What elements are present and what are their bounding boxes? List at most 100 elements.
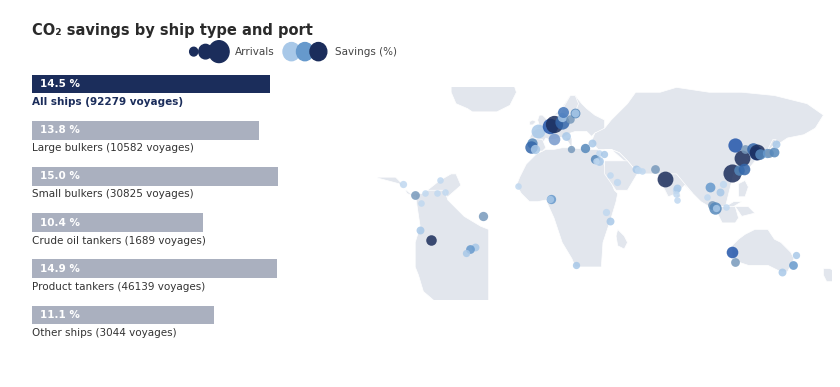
Point: [548, 136, 561, 142]
Point: [635, 168, 648, 175]
Polygon shape: [536, 115, 549, 128]
Polygon shape: [732, 229, 794, 272]
Polygon shape: [591, 87, 823, 207]
Polygon shape: [605, 149, 641, 174]
Circle shape: [310, 43, 327, 61]
Point: [769, 140, 783, 147]
Point: [599, 209, 612, 215]
Point: [570, 262, 583, 268]
Point: [563, 116, 576, 122]
Polygon shape: [451, 76, 517, 112]
Point: [592, 150, 606, 156]
Polygon shape: [415, 190, 489, 311]
Point: [559, 133, 573, 139]
Point: [569, 110, 582, 116]
Point: [763, 149, 776, 156]
Point: [524, 144, 538, 150]
Polygon shape: [657, 174, 693, 197]
Polygon shape: [742, 169, 745, 174]
Text: Other ships (3044 voyages): Other ships (3044 voyages): [32, 328, 176, 338]
Point: [512, 183, 525, 189]
Circle shape: [209, 41, 229, 63]
Point: [658, 176, 671, 182]
Point: [700, 194, 713, 200]
Polygon shape: [709, 202, 742, 213]
Polygon shape: [559, 138, 572, 148]
Point: [611, 179, 624, 185]
Bar: [32, 75, 270, 94]
Point: [555, 114, 569, 120]
Text: 10.4 %: 10.4 %: [40, 217, 81, 228]
Circle shape: [190, 47, 197, 56]
Point: [544, 196, 558, 202]
Polygon shape: [529, 96, 605, 151]
Point: [670, 197, 684, 203]
Point: [749, 149, 763, 156]
Circle shape: [199, 45, 213, 59]
Point: [709, 204, 722, 211]
Text: CO₂ savings by ship type and port: CO₂ savings by ship type and port: [32, 22, 312, 38]
Point: [706, 202, 719, 208]
Point: [543, 123, 556, 129]
Point: [597, 151, 611, 158]
Point: [425, 237, 438, 243]
Text: 14.9 %: 14.9 %: [40, 264, 81, 274]
Text: Product tankers (46139 voyages): Product tankers (46139 voyages): [32, 282, 205, 292]
Point: [464, 246, 477, 252]
Point: [738, 166, 751, 172]
Text: All ships (92279 voyages): All ships (92279 voyages): [32, 97, 183, 107]
Point: [725, 249, 738, 255]
Point: [543, 196, 557, 202]
Circle shape: [297, 43, 313, 61]
Point: [648, 166, 662, 172]
Point: [396, 181, 410, 187]
Point: [732, 167, 745, 173]
Polygon shape: [605, 161, 641, 190]
Point: [588, 156, 601, 162]
Point: [789, 252, 802, 258]
Polygon shape: [676, 194, 680, 197]
Point: [631, 167, 644, 173]
Point: [775, 269, 789, 275]
Point: [669, 191, 683, 197]
Point: [578, 145, 591, 151]
Point: [713, 189, 727, 195]
Point: [564, 146, 577, 152]
Point: [603, 171, 617, 178]
Point: [709, 205, 722, 211]
Text: 11.1 %: 11.1 %: [40, 310, 81, 320]
Polygon shape: [738, 180, 748, 197]
Point: [736, 155, 749, 161]
Bar: [32, 259, 276, 278]
Polygon shape: [735, 207, 755, 216]
Point: [469, 244, 482, 250]
Bar: [32, 167, 278, 186]
Point: [418, 190, 432, 196]
Point: [669, 187, 683, 194]
Text: Large bulkers (10582 voyages): Large bulkers (10582 voyages): [32, 143, 194, 153]
Bar: [32, 306, 214, 324]
Point: [413, 226, 427, 233]
Point: [603, 218, 617, 224]
Point: [433, 177, 447, 183]
Point: [438, 189, 452, 195]
Text: Small bulkers (30825 voyages): Small bulkers (30825 voyages): [32, 190, 193, 199]
Point: [728, 259, 742, 265]
Point: [569, 110, 582, 116]
Point: [414, 200, 428, 207]
Point: [592, 158, 606, 164]
Polygon shape: [529, 120, 536, 125]
Point: [585, 140, 598, 146]
Point: [670, 185, 684, 192]
Point: [430, 189, 444, 195]
Point: [528, 146, 541, 152]
Polygon shape: [716, 207, 738, 223]
Bar: [32, 213, 202, 232]
Point: [728, 142, 742, 148]
Point: [476, 213, 490, 219]
Point: [738, 146, 752, 152]
Text: 13.8 %: 13.8 %: [40, 125, 81, 135]
Point: [726, 170, 739, 176]
Point: [767, 149, 780, 155]
Point: [531, 128, 544, 134]
